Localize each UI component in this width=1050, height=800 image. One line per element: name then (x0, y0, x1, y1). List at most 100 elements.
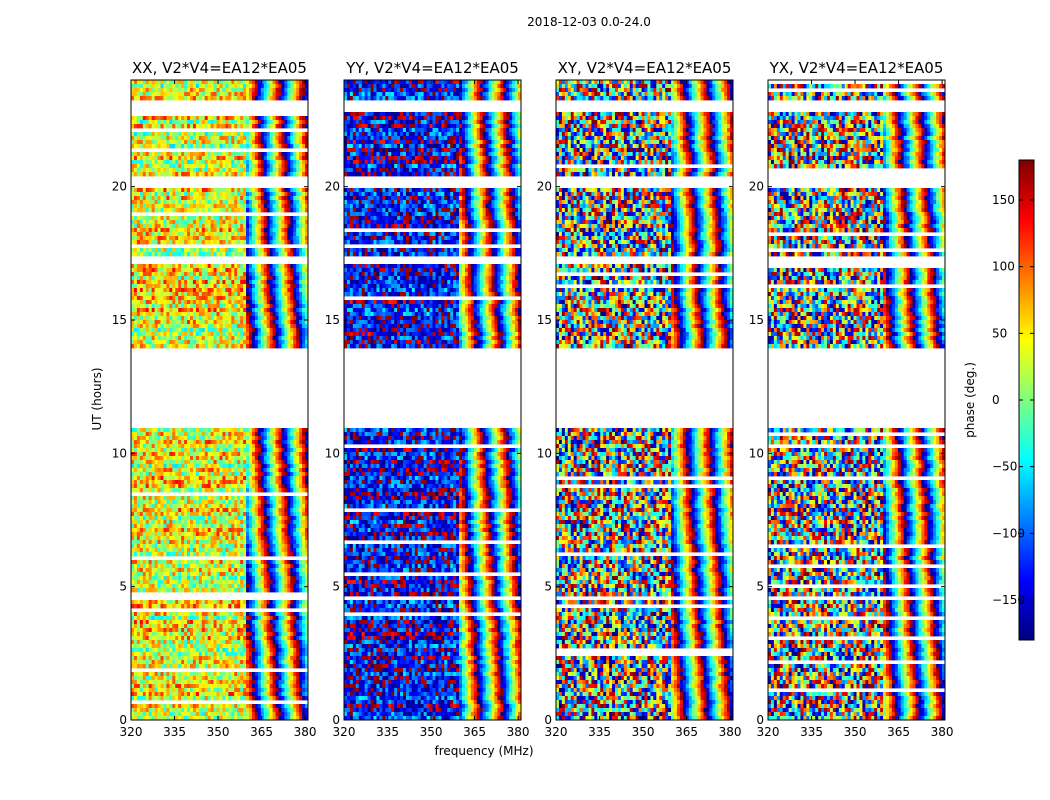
heatmap-cell (201, 520, 206, 525)
heatmap-cell (266, 284, 271, 289)
heatmap-cell (246, 152, 250, 157)
heatmap-cell (225, 436, 229, 441)
heatmap-cell (210, 324, 214, 329)
heatmap-cell (213, 304, 217, 309)
heatmap-cell (234, 448, 238, 453)
heatmap-cell (160, 496, 164, 501)
heatmap-cell (216, 164, 220, 169)
heatmap-cell (178, 172, 182, 177)
heatmap-cell (192, 144, 197, 149)
heatmap-cell (154, 432, 158, 437)
heatmap-cell (151, 316, 155, 321)
heatmap-cell (131, 292, 135, 297)
heatmap-cell (278, 156, 282, 161)
heatmap-cell (266, 456, 271, 461)
heatmap-cell (290, 92, 294, 97)
heatmap-cell (148, 292, 153, 297)
heatmap-cell (142, 284, 147, 289)
heatmap-cell (148, 96, 153, 101)
heatmap-cell (251, 220, 256, 225)
heatmap-cell (187, 528, 191, 533)
heatmap-cell (151, 232, 155, 237)
heatmap-cell (178, 276, 182, 281)
heatmap-cell (287, 116, 291, 121)
heatmap-cell (151, 144, 155, 149)
heatmap-cell (131, 320, 135, 325)
heatmap-cell (187, 172, 191, 177)
heatmap-cell (187, 436, 191, 441)
heatmap-cell (222, 340, 226, 345)
heatmap-cell (131, 272, 135, 277)
heatmap-cell (154, 200, 158, 205)
heatmap-cell (284, 320, 288, 325)
heatmap-cell (266, 464, 271, 469)
heatmap-cell (249, 456, 253, 461)
heatmap-cell (160, 272, 164, 277)
heatmap-cell (181, 248, 185, 253)
heatmap-cell (204, 512, 209, 517)
heatmap-cell (151, 196, 155, 201)
heatmap-cell (257, 136, 262, 141)
heatmap-cell (234, 232, 238, 237)
heatmap-cell (305, 160, 309, 165)
heatmap-cell (225, 136, 229, 141)
heatmap-cell (254, 252, 259, 257)
heatmap-cell (228, 172, 232, 177)
heatmap-cell (163, 484, 167, 489)
heatmap-cell (249, 488, 253, 493)
heatmap-cell (296, 224, 300, 229)
heatmap-cell (246, 120, 250, 125)
heatmap-cell (178, 140, 182, 145)
heatmap-cell (145, 208, 150, 213)
heatmap-cell (275, 268, 279, 273)
heatmap-cell (169, 508, 173, 513)
heatmap-cell (249, 500, 253, 505)
heatmap-cell (249, 320, 253, 325)
heatmap-cell (131, 308, 135, 313)
heatmap-cell (299, 528, 303, 533)
heatmap-cell (222, 436, 226, 441)
heatmap-cell (266, 116, 271, 121)
heatmap-cell (148, 324, 153, 329)
heatmap-cell (181, 300, 185, 305)
heatmap-cell (240, 84, 244, 89)
heatmap-cell (184, 540, 188, 545)
heatmap-cell (142, 228, 147, 233)
heatmap-cell (201, 144, 206, 149)
heatmap-cell (302, 208, 306, 213)
heatmap-cell (136, 232, 141, 237)
heatmap-cell (257, 432, 262, 437)
heatmap-cell (293, 92, 297, 97)
heatmap-cell (163, 524, 167, 529)
heatmap-cell (240, 116, 244, 121)
heatmap-cell (275, 516, 279, 521)
heatmap-cell (222, 156, 226, 161)
heatmap-cell (290, 164, 294, 169)
heatmap-cell (254, 428, 259, 433)
heatmap-cell (204, 328, 209, 333)
heatmap-cell (192, 268, 197, 273)
heatmap-cell (284, 316, 288, 321)
heatmap-cell (175, 272, 179, 277)
heatmap-cell (133, 208, 138, 213)
heatmap-cell (181, 276, 185, 281)
heatmap-cell (299, 300, 303, 305)
heatmap-cell (305, 268, 309, 273)
heatmap-cell (257, 532, 262, 537)
heatmap-cell (269, 264, 273, 269)
heatmap-cell (198, 300, 203, 305)
heatmap-cell (299, 500, 303, 505)
heatmap-cell (148, 120, 153, 125)
heatmap-cell (287, 336, 291, 341)
heatmap-cell (160, 252, 164, 257)
heatmap-cell (222, 504, 226, 509)
heatmap-cell (305, 296, 309, 301)
heatmap-cell (148, 268, 153, 273)
heatmap-cell (278, 464, 282, 469)
heatmap-cell (192, 500, 197, 505)
heatmap-cell (187, 336, 191, 341)
heatmap-cell (290, 524, 294, 529)
heatmap-cell (305, 248, 309, 253)
heatmap-cell (216, 140, 220, 145)
heatmap-cell (260, 92, 265, 97)
